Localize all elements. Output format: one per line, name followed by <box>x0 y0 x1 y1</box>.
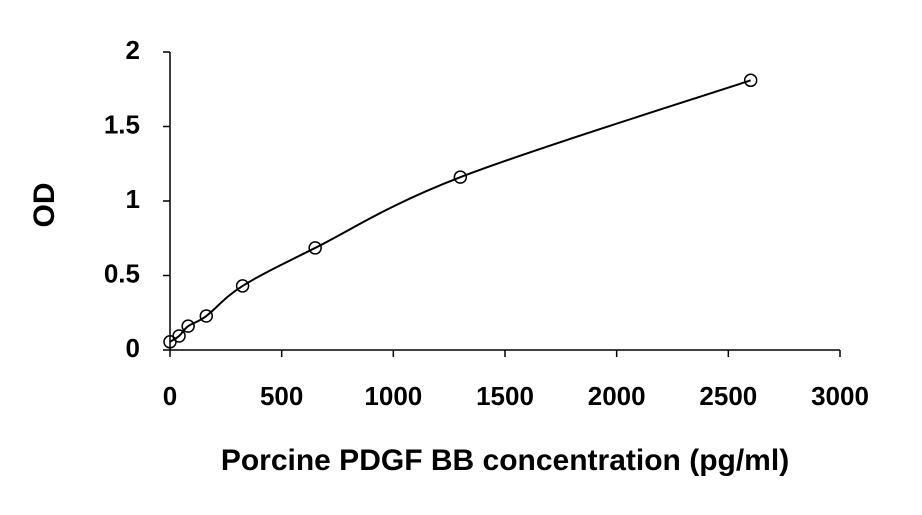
x-tick-label: 0 <box>163 381 177 411</box>
data-point <box>308 241 322 255</box>
y-tick-label: 1.5 <box>104 109 140 139</box>
data-point <box>743 73 758 88</box>
data-point <box>235 279 250 293</box>
data-point <box>172 329 186 343</box>
y-tick-label: 2 <box>126 35 140 65</box>
x-tick-label: 2000 <box>588 381 646 411</box>
x-tick-label: 1500 <box>476 381 534 411</box>
x-tick-label: 1000 <box>364 381 422 411</box>
data-point <box>199 309 214 323</box>
x-tick-label: 3000 <box>811 381 869 411</box>
x-axis-label: Porcine PDGF BB concentration (pg/ml) <box>221 444 789 477</box>
fit-curve <box>169 79 751 343</box>
x-tick-label: 2500 <box>699 381 757 411</box>
y-tick-label: 1 <box>126 184 140 214</box>
y-tick-label: 0.5 <box>104 258 140 288</box>
y-tick-label: 0 <box>126 333 140 363</box>
y-axis-label: OD <box>28 183 61 228</box>
data-point <box>181 319 195 333</box>
x-tick-label: 500 <box>260 381 303 411</box>
data-point <box>453 170 468 184</box>
